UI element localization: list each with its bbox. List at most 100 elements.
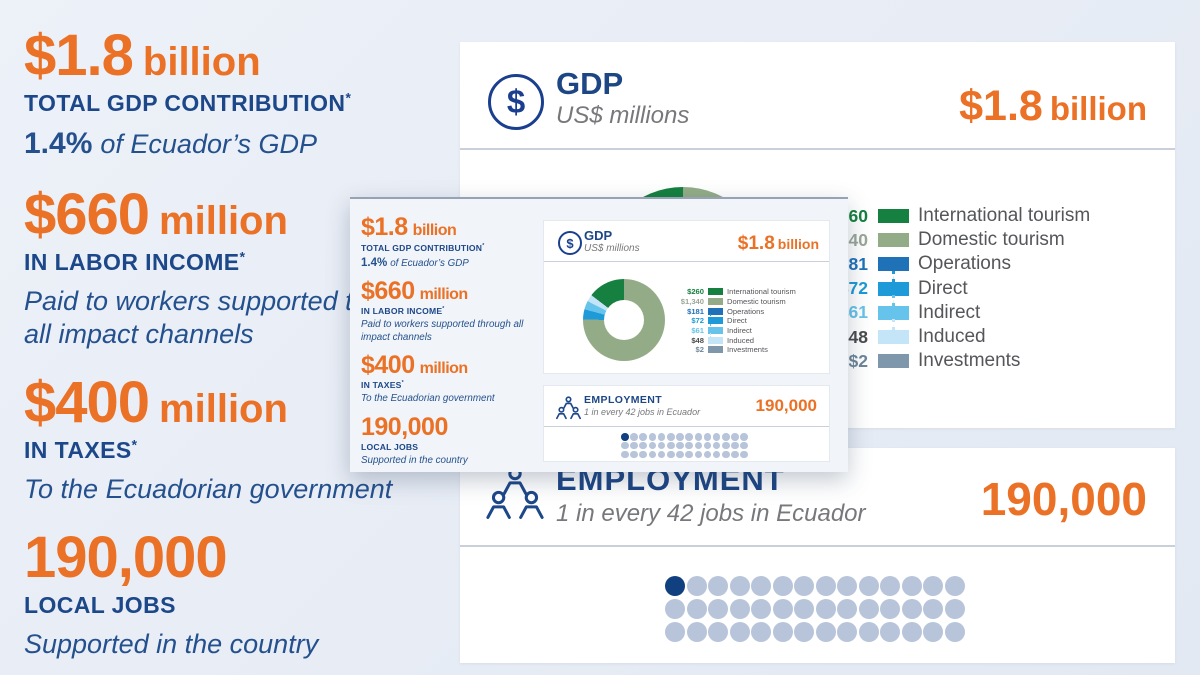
legend-value: $72 [691, 316, 704, 326]
job-dot [639, 441, 647, 450]
job-dot [676, 450, 684, 459]
people-icon [486, 466, 544, 521]
job-dot [686, 622, 707, 642]
stat-label: TOTAL GDP CONTRIBUTION* [361, 242, 485, 253]
legend-connector [892, 318, 895, 330]
stat-label: IN LABOR INCOME* [361, 306, 445, 317]
job-dot [694, 433, 703, 441]
stat-amount: 190,000 [361, 412, 448, 441]
job-dot [648, 450, 657, 459]
legend-label: Induced [727, 335, 755, 345]
job-dot [665, 622, 685, 642]
job-dot [944, 622, 965, 642]
legend-row: $260 International tourism [666, 287, 796, 297]
job-dot [708, 576, 728, 596]
stat-block: $660 million IN LABOR INCOME* Paid to worke… [361, 278, 535, 344]
job-dot [794, 622, 814, 642]
job-dot [944, 599, 965, 619]
job-dot [729, 622, 750, 642]
job-dot [858, 576, 879, 596]
legend-swatch [878, 281, 909, 296]
legend-label: Investments [727, 345, 768, 355]
job-dot [685, 450, 693, 459]
legend-label: Indirect [918, 301, 981, 323]
job-dot [703, 441, 712, 450]
legend-swatch [708, 298, 723, 306]
job-dot [657, 450, 666, 459]
job-dot [923, 599, 943, 619]
stat-note: To the Ecuadorian government [361, 393, 495, 405]
legend-label: Operations [727, 306, 765, 316]
legend-row: $2 Investments [666, 345, 796, 355]
job-dot [657, 441, 666, 450]
job-dot [751, 622, 771, 642]
gdp-card-subtitle: US$ millions [556, 102, 690, 129]
stat-amount: $400 million [361, 350, 468, 379]
job-dot [676, 441, 684, 450]
employment-card-subtitle: 1 in every 42 jobs in Ecuador [556, 500, 866, 527]
job-dot [676, 433, 684, 441]
legend-connector [710, 333, 711, 338]
stat-label: TOTAL GDP CONTRIBUTION* [24, 90, 352, 117]
gdp-card-title: GDP [556, 66, 624, 101]
job-dot [722, 441, 730, 450]
legend-row: $48 Induced [666, 333, 796, 345]
legend-swatch [878, 330, 909, 345]
stat-block: $1.8 billion TOTAL GDP CONTRIBUTION* 1.4% of… [24, 26, 450, 163]
mini-gdp-legend: $260 International tourism $1,340 Domestic … [666, 287, 796, 355]
job-dot [630, 450, 638, 459]
stat-amount: $1.8 billion [361, 213, 457, 241]
stat-note: Paid to workers supported through all im… [361, 319, 524, 343]
job-dot [639, 433, 647, 441]
legend-swatch [878, 354, 909, 369]
job-dot [712, 441, 721, 450]
stat-label: IN LABOR INCOME* [24, 248, 246, 275]
legend-value: $61 [691, 326, 704, 336]
stat-note: 1.4% of Ecuador’s GDP [24, 127, 317, 161]
job-dot [880, 576, 900, 596]
mini-gdp-total-value: $1.8 billion [737, 233, 819, 254]
job-dot [665, 599, 685, 619]
legend-label: Investments [918, 350, 1021, 372]
mini-gdp-donut-chart [583, 279, 665, 361]
job-dot [685, 433, 693, 441]
job-dot [815, 622, 836, 642]
job-dot [794, 599, 814, 619]
stat-note: Supported in the country [361, 455, 468, 467]
job-dot [694, 441, 703, 450]
legend-swatch [878, 209, 909, 224]
job-dot [703, 433, 712, 441]
job-dot [731, 441, 739, 450]
job-dot [648, 441, 657, 450]
job-dot [751, 576, 771, 596]
employment-total-value: 190,000 [980, 473, 1147, 525]
job-dot [666, 450, 675, 459]
job-dot [666, 433, 675, 441]
employment-card: EMPLOYMENT 1 in every 42 jobs in Ecuador… [460, 448, 1175, 663]
stat-note: Supported in the country [24, 629, 319, 660]
job-dot [686, 599, 707, 619]
job-dot [901, 576, 922, 596]
divider [544, 261, 829, 262]
stat-label: IN TAXES* [24, 436, 138, 463]
legend-connector [892, 270, 895, 282]
job-dot [880, 599, 900, 619]
legend-value: $2 [695, 345, 704, 355]
job-dot [740, 433, 749, 441]
stat-label: IN TAXES* [361, 380, 404, 391]
mini-employment-dot-grid [621, 433, 749, 459]
legend-label: Operations [918, 253, 1011, 275]
legend-connector [710, 314, 711, 319]
gdp-total-value: $1.8 billion [959, 82, 1147, 130]
legend-connector [892, 294, 895, 306]
job-dot [944, 576, 965, 596]
legend-swatch [708, 317, 723, 325]
job-dot [837, 622, 857, 642]
overlay-mini-infographic: $1.8 billion TOTAL GDP CONTRIBUTION* 1.4% of… [350, 197, 848, 472]
job-dot-highlighted [621, 433, 629, 441]
job-dot [731, 450, 739, 459]
employment-dot-grid [665, 576, 965, 642]
legend-value: $1,340 [680, 297, 704, 307]
legend-label: International tourism [918, 205, 1091, 227]
